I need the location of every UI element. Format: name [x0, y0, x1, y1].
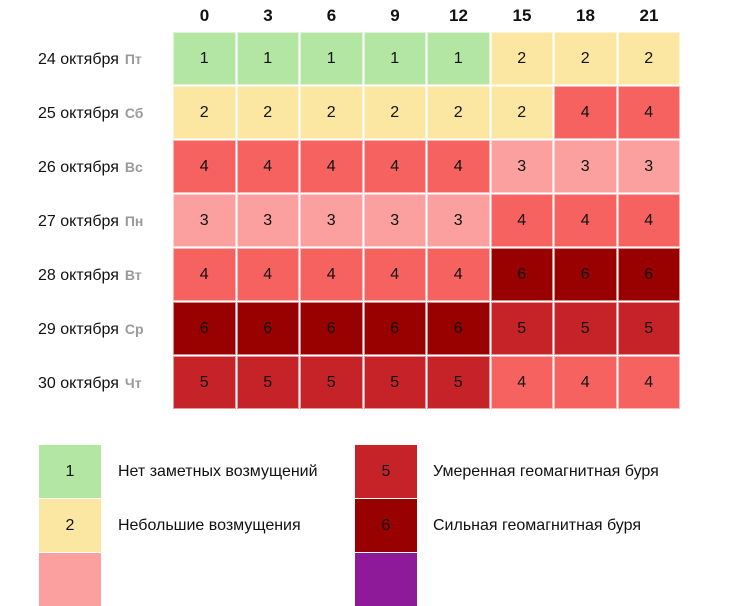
day-weekday: Чт [124, 375, 142, 391]
kp-cell: 1 [173, 32, 236, 85]
legend-swatch: 1 [39, 445, 101, 498]
kp-cell: 4 [490, 356, 553, 409]
legend-swatch [39, 553, 101, 606]
day-label: 29 октября Ср [38, 302, 144, 356]
hour-header: 18 [576, 6, 595, 25]
day-label: 26 октября Вс [38, 140, 143, 194]
kp-cell: 5 [554, 302, 617, 355]
legend-swatch [355, 553, 417, 606]
kp-cell: 4 [363, 248, 426, 301]
legend-label: Сильная геомагнитная буря [433, 517, 641, 534]
kp-cell: 3 [173, 194, 236, 247]
kp-cell: 6 [363, 302, 426, 355]
day-weekday: Вт [124, 267, 142, 283]
kp-cell: 2 [490, 32, 553, 85]
legend-label: Умеренная геомагнитная буря [433, 463, 659, 480]
kp-cell: 6 [490, 248, 553, 301]
kp-cell: 4 [236, 248, 299, 301]
kp-cell: 6 [427, 302, 490, 355]
kp-cell: 6 [617, 248, 680, 301]
kp-cell: 4 [554, 86, 617, 139]
kp-cell: 4 [554, 356, 617, 409]
day-weekday: Ср [124, 321, 144, 337]
kp-cell: 4 [300, 248, 363, 301]
kp-cell: 6 [236, 302, 299, 355]
kp-cell: 5 [617, 302, 680, 355]
hour-header: 6 [326, 6, 337, 25]
kp-cell: 5 [173, 356, 236, 409]
kp-cell: 3 [490, 140, 553, 193]
kp-cell: 4 [236, 140, 299, 193]
kp-cell: 1 [427, 32, 490, 85]
kp-cell: 6 [554, 248, 617, 301]
kp-cell: 4 [554, 194, 617, 247]
hour-header: 0 [199, 6, 210, 25]
kp-cell: 3 [554, 140, 617, 193]
kp-cell: 4 [173, 140, 236, 193]
kp-cell: 2 [236, 86, 299, 139]
kp-cell: 4 [490, 194, 553, 247]
hour-header: 21 [639, 6, 659, 25]
hour-header: 3 [263, 6, 273, 25]
legend-label: Нет заметных возмущений [118, 463, 318, 480]
kp-cell: 4 [427, 248, 490, 301]
day-date: 24 октября [38, 51, 119, 68]
day-weekday: Пт [124, 51, 142, 67]
kp-cell: 4 [617, 194, 680, 247]
day-date: 25 октября [38, 105, 119, 122]
day-date: 27 октября [38, 213, 119, 230]
hour-header: 12 [449, 6, 468, 25]
legend-label: Небольшие возмущения [118, 517, 301, 534]
legend-swatch: 5 [355, 445, 417, 498]
day-label: 28 октября Вт [38, 248, 142, 302]
kp-cell: 3 [427, 194, 490, 247]
day-label: 24 октября Пт [38, 32, 142, 86]
kp-cell: 1 [236, 32, 299, 85]
kp-cell: 3 [617, 140, 680, 193]
day-date: 28 октября [38, 267, 119, 284]
kp-cell: 4 [427, 140, 490, 193]
day-label: 27 октября Пн [38, 194, 143, 248]
legend-swatch: 2 [39, 499, 101, 552]
kp-cell: 6 [300, 302, 363, 355]
hour-header: 9 [390, 6, 400, 25]
kp-cell: 2 [617, 32, 680, 85]
kp-cell: 5 [300, 356, 363, 409]
day-date: 29 октября [38, 321, 119, 338]
day-label: 30 октября Чт [38, 356, 142, 410]
kp-cell: 3 [363, 194, 426, 247]
kp-cell: 4 [617, 356, 680, 409]
legend-swatch: 6 [355, 499, 417, 552]
kp-cell: 2 [300, 86, 363, 139]
kp-cell: 1 [363, 32, 426, 85]
kp-cell: 4 [363, 140, 426, 193]
day-weekday: Вс [124, 159, 143, 175]
kp-cell: 6 [173, 302, 236, 355]
kp-cell: 2 [427, 86, 490, 139]
day-weekday: Сб [124, 105, 144, 121]
kp-cell: 1 [300, 32, 363, 85]
kp-cell: 2 [363, 86, 426, 139]
kp-cell: 3 [300, 194, 363, 247]
kp-cell: 4 [173, 248, 236, 301]
day-label: 25 октября Сб [38, 86, 143, 140]
kp-cell: 2 [173, 86, 236, 139]
kp-cell: 4 [617, 86, 680, 139]
kp-cell: 3 [236, 194, 299, 247]
kp-cell: 5 [363, 356, 426, 409]
day-date: 30 октября [38, 375, 119, 392]
day-weekday: Пн [124, 213, 144, 229]
kp-cell: 5 [236, 356, 299, 409]
kp-cell: 5 [427, 356, 490, 409]
kp-cell: 4 [300, 140, 363, 193]
kp-cell: 5 [490, 302, 553, 355]
kp-cell: 2 [490, 86, 553, 139]
hour-header: 15 [512, 6, 532, 25]
kp-forecast-grid: 0 3 6 9 12 15 18 21 24 октября Пт 1 1 1 1 1 2 2 2 25 октяб… [38, 6, 680, 410]
kp-cell: 2 [554, 32, 617, 85]
day-date: 26 октября [38, 159, 119, 176]
